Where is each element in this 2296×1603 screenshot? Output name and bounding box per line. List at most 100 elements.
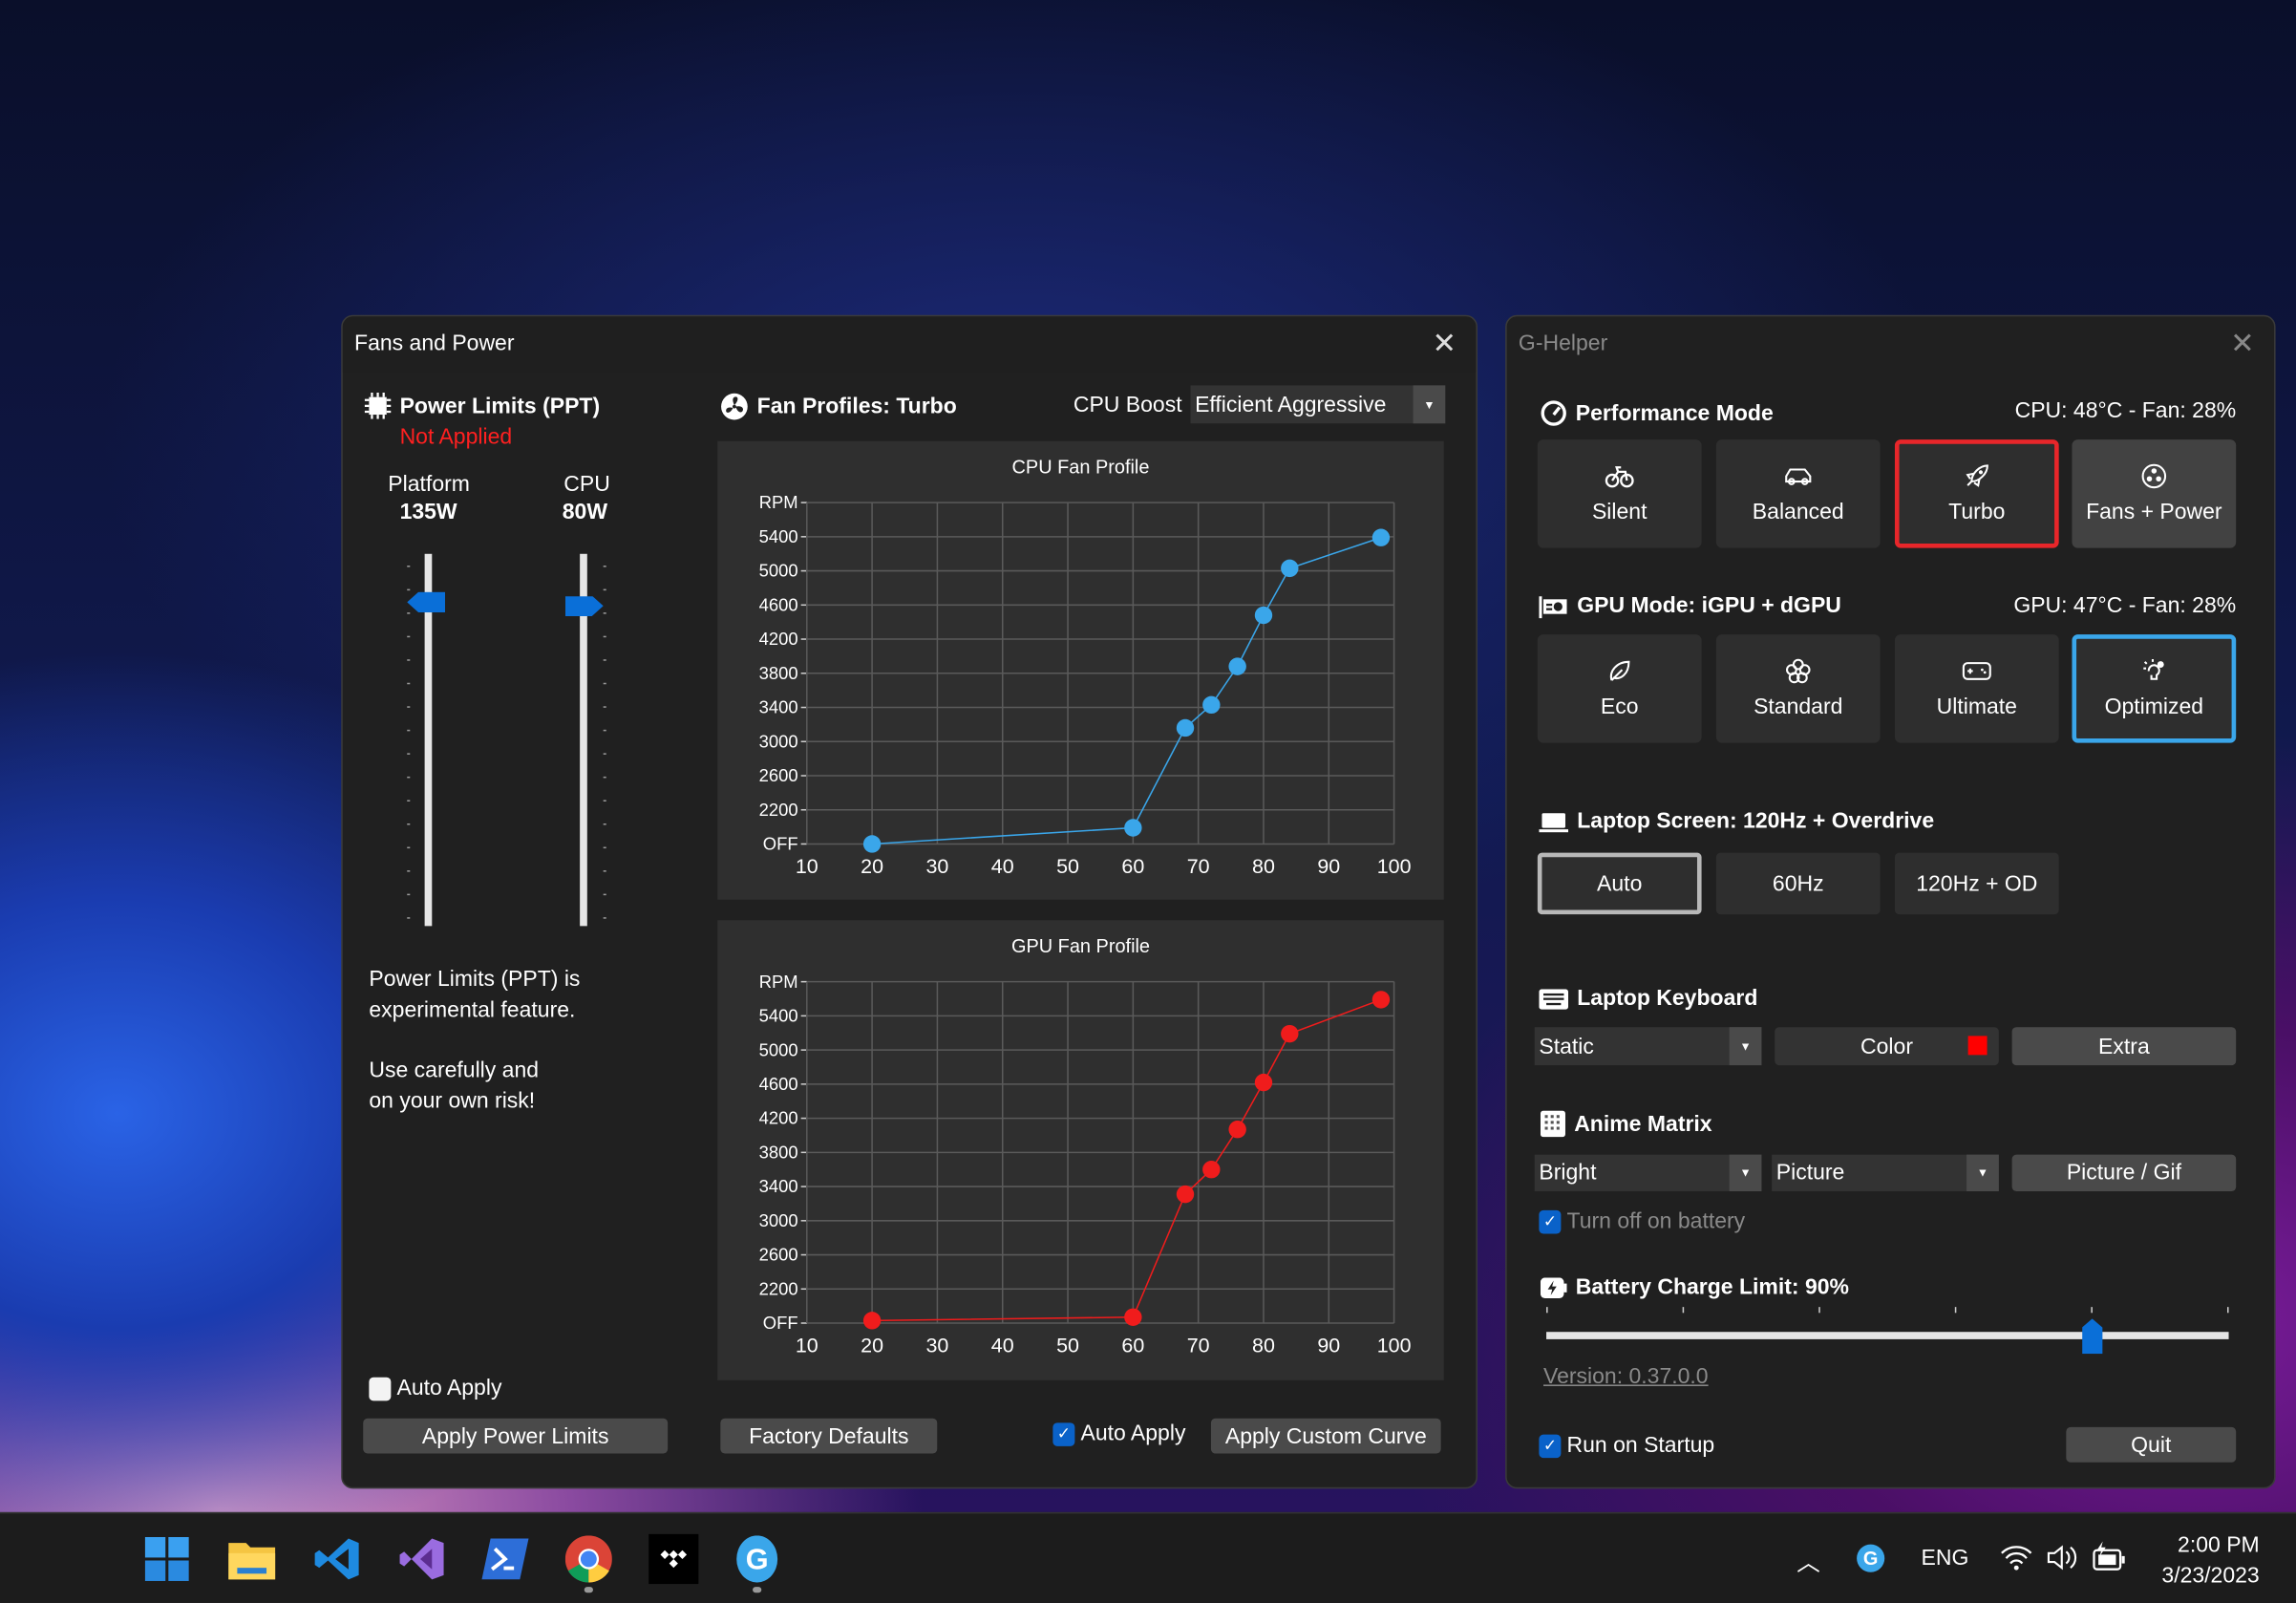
flower-icon — [1783, 658, 1813, 691]
close-icon[interactable]: ✕ — [2230, 328, 2255, 361]
power-auto-apply-checkbox[interactable]: Auto Apply — [369, 1376, 501, 1400]
data-point[interactable] — [862, 1312, 882, 1330]
tidal-icon[interactable] — [648, 1533, 699, 1585]
close-icon[interactable]: ✕ — [1432, 328, 1457, 361]
mode-button-balanced[interactable]: Balanced — [1715, 439, 1881, 548]
mode-button-silent[interactable]: Silent — [1537, 439, 1702, 548]
slider-tick — [407, 588, 411, 591]
mode-label: Balanced — [1752, 500, 1844, 525]
matrix-brightness-dropdown[interactable]: Bright ▼ — [1534, 1154, 1762, 1191]
picture-gif-button[interactable]: Picture / Gif — [2011, 1154, 2237, 1191]
chevron-down-icon[interactable]: ▼ — [1966, 1154, 1999, 1191]
chevron-down-icon[interactable]: ▼ — [1729, 1027, 1762, 1066]
x-tick-label: 40 — [991, 855, 1014, 878]
data-point[interactable] — [1281, 1024, 1299, 1043]
cpu-label: CPU — [563, 471, 610, 497]
language-indicator[interactable]: ENG — [1921, 1546, 1969, 1571]
show-hidden-icons-chevron-up-icon[interactable]: ︿ — [1796, 1551, 1820, 1577]
chevron-down-icon[interactable]: ▼ — [1729, 1154, 1762, 1191]
apply-power-limits-button[interactable]: Apply Power Limits — [363, 1418, 669, 1454]
chart-title: GPU Fan Profile — [1011, 936, 1150, 957]
data-point[interactable] — [1371, 991, 1391, 1009]
data-point[interactable] — [1254, 606, 1273, 625]
chevron-down-icon[interactable]: ▼ — [1413, 385, 1446, 424]
mode-label: Optimized — [2104, 695, 2204, 720]
screen-option-60hz[interactable]: 60Hz — [1715, 852, 1881, 915]
turn-off-on-battery-checkbox[interactable]: ✓ Turn off on battery — [1539, 1208, 1745, 1233]
data-point[interactable] — [1281, 559, 1299, 578]
chart-title: CPU Fan Profile — [1012, 457, 1150, 478]
matrix-icon — [1540, 1110, 1565, 1138]
apply-custom-curve-button[interactable]: Apply Custom Curve — [1210, 1418, 1441, 1454]
run-on-startup-checkbox[interactable]: ✓ Run on Startup — [1539, 1433, 1714, 1458]
clock[interactable]: 2:00 PM 3/23/2023 — [2161, 1529, 2259, 1591]
data-point[interactable] — [1176, 718, 1195, 737]
windows-start-icon[interactable] — [142, 1534, 192, 1584]
warning-line: experimental feature. — [369, 997, 576, 1023]
battery-icon[interactable] — [2093, 1541, 2128, 1580]
chrome-icon[interactable] — [563, 1534, 613, 1584]
slider-tick — [1954, 1307, 1957, 1314]
cpu-power-slider[interactable] — [550, 553, 624, 927]
x-tick-label: 70 — [1187, 1335, 1210, 1357]
vscode-icon[interactable] — [312, 1534, 362, 1584]
platform-power-slider[interactable] — [395, 553, 469, 927]
mode-button-eco[interactable]: Eco — [1537, 634, 1702, 743]
file-explorer-icon[interactable] — [227, 1534, 277, 1584]
visual-studio-icon[interactable] — [396, 1534, 446, 1584]
screen-option-120hz-od[interactable]: 120Hz + OD — [1894, 852, 2059, 915]
data-point[interactable] — [1176, 1185, 1195, 1204]
g-helper-tray-icon[interactable]: G — [1857, 1544, 1885, 1572]
checkbox-box[interactable]: ✓ — [1052, 1421, 1075, 1446]
slider-thumb[interactable] — [564, 595, 604, 617]
keyboard-color-button[interactable]: Color — [1775, 1027, 1999, 1066]
mode-button-optimized[interactable]: Optimized — [2072, 634, 2237, 743]
keyboard-mode-dropdown[interactable]: Static ▼ — [1534, 1027, 1762, 1066]
data-point[interactable] — [1202, 1160, 1221, 1179]
keyboard-mode-value: Static — [1539, 1034, 1594, 1059]
slider-tick — [407, 729, 411, 732]
mode-button-standard[interactable]: Standard — [1715, 634, 1881, 743]
y-tick-label: 3000 — [759, 731, 798, 751]
gpu-status: GPU: 47°C - Fan: 28% — [2013, 593, 2237, 619]
screen-option-auto[interactable]: Auto — [1537, 852, 1702, 915]
checkbox-box[interactable]: ✓ — [1539, 1209, 1562, 1233]
g-helper-icon[interactable]: G — [733, 1534, 782, 1584]
mode-button-turbo[interactable]: Turbo — [1894, 439, 2059, 548]
series-line — [872, 998, 1382, 1322]
data-point[interactable] — [862, 835, 882, 853]
data-point[interactable] — [1202, 695, 1221, 715]
slider-tick — [407, 566, 411, 567]
data-point[interactable] — [1228, 657, 1246, 675]
data-point[interactable] — [1371, 528, 1391, 546]
mode-button-ultimate[interactable]: Ultimate — [1894, 634, 2059, 743]
warning-line: Power Limits (PPT) is — [369, 967, 581, 993]
gpu-fan-chart-svg[interactable]: GPU Fan Profile OFF 2200 2600 3000 3400 3800 42… — [717, 920, 1443, 1380]
laptop-keyboard-title: Laptop Keyboard — [1577, 986, 1758, 1012]
slider-tick — [407, 659, 411, 661]
checkbox-box[interactable] — [369, 1377, 392, 1400]
data-point[interactable] — [1124, 1308, 1142, 1326]
mode-button-fans-power[interactable]: Fans + Power — [2072, 439, 2237, 548]
checkbox-box[interactable]: ✓ — [1539, 1433, 1562, 1458]
data-point[interactable] — [1228, 1121, 1246, 1139]
x-tick-label: 20 — [861, 855, 883, 878]
x-tick-label: 100 — [1377, 855, 1412, 878]
powershell-icon[interactable] — [480, 1534, 530, 1584]
factory-defaults-button[interactable]: Factory Defaults — [720, 1418, 938, 1454]
cpu-boost-dropdown[interactable]: Efficient Aggressive ▼ — [1190, 385, 1446, 424]
battery-limit-slider[interactable] — [1546, 1307, 2229, 1357]
fan-auto-apply-checkbox[interactable]: ✓ Auto Apply — [1052, 1421, 1185, 1446]
quit-button[interactable]: Quit — [2066, 1426, 2237, 1463]
slider-thumb[interactable] — [2081, 1318, 2103, 1355]
wifi-icon[interactable] — [2000, 1543, 2032, 1578]
slider-thumb[interactable] — [407, 591, 446, 613]
color-swatch — [1967, 1036, 1988, 1056]
matrix-mode-dropdown[interactable]: Picture ▼ — [1772, 1154, 1999, 1191]
version-link[interactable]: Version: 0.37.0.0 — [1542, 1363, 1709, 1390]
cpu-fan-chart-svg[interactable]: CPU Fan Profile OFF 2200 2600 3000 3400 3800 42… — [717, 441, 1443, 900]
data-point[interactable] — [1254, 1073, 1273, 1092]
data-point[interactable] — [1124, 819, 1142, 837]
keyboard-extra-button[interactable]: Extra — [2011, 1027, 2237, 1066]
volume-icon[interactable] — [2046, 1543, 2081, 1578]
